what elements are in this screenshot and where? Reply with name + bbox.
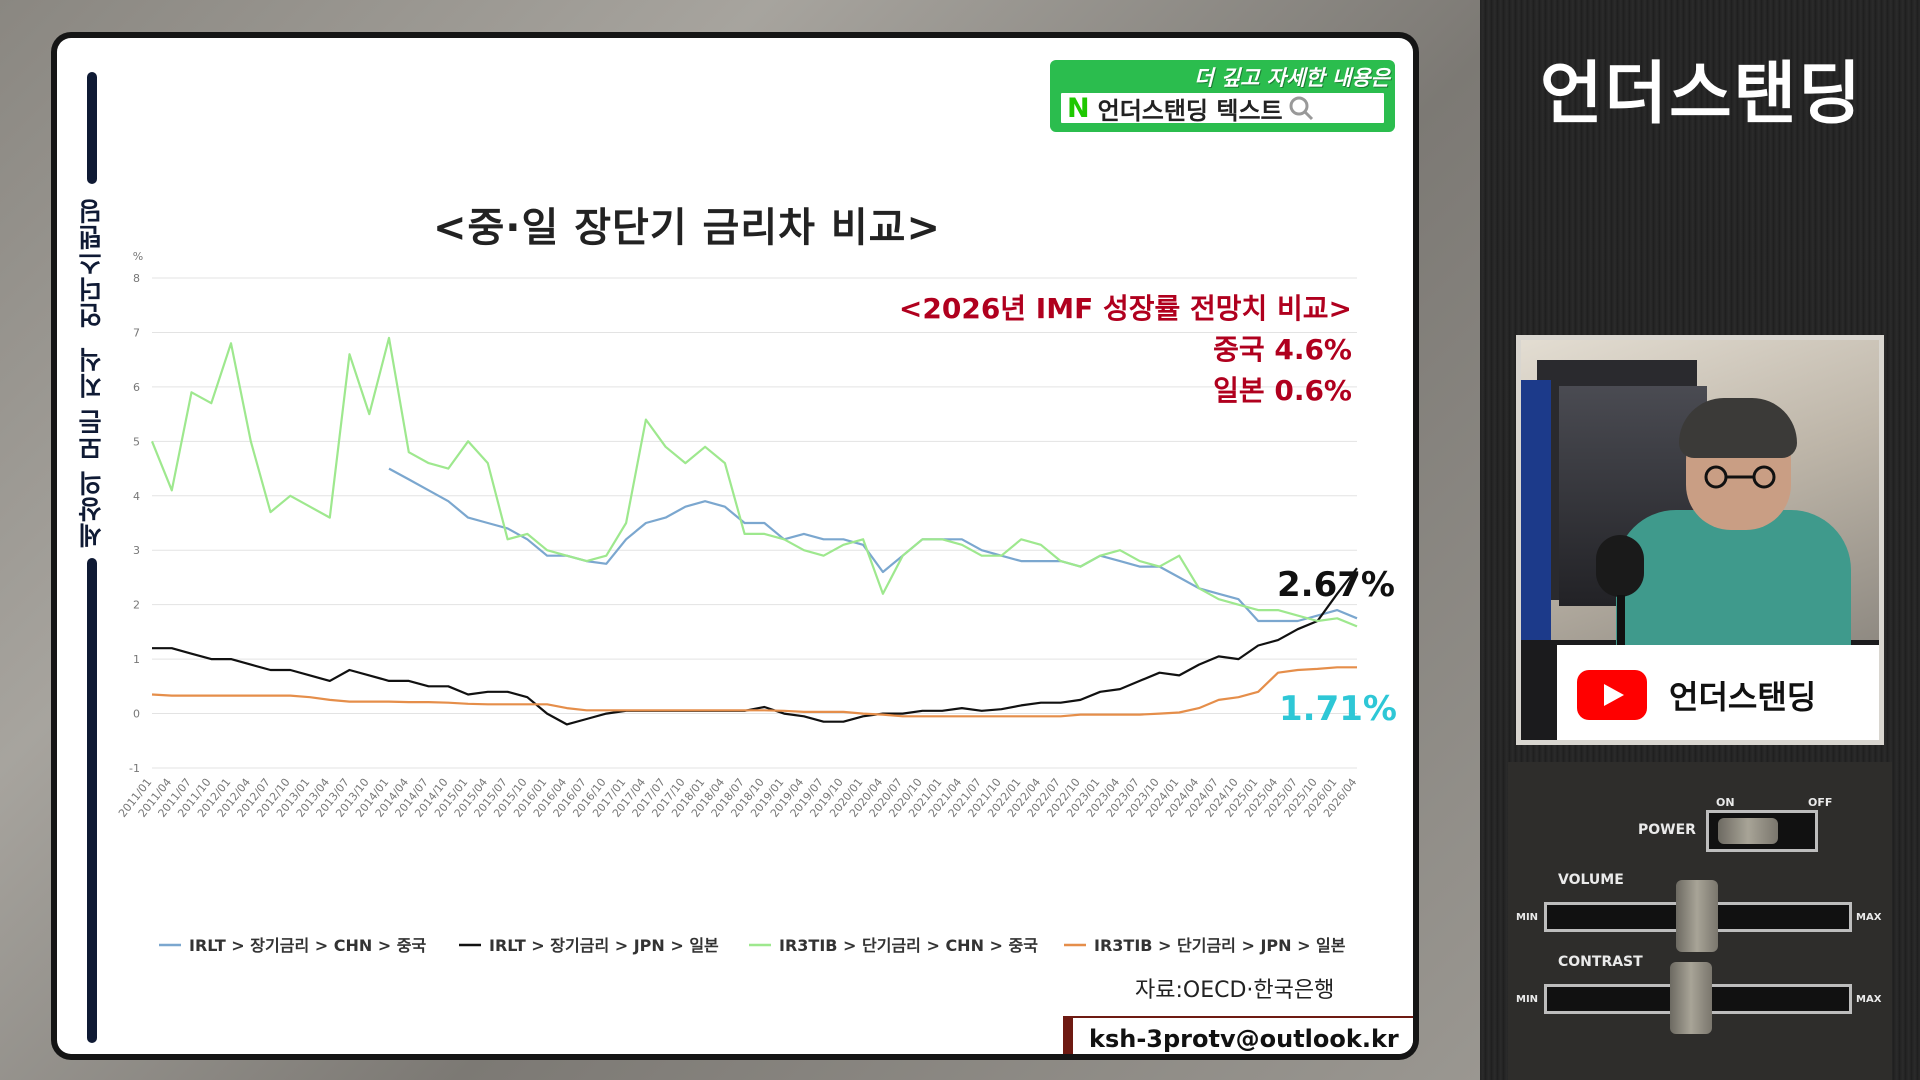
presenter-hair xyxy=(1679,398,1797,458)
source-note: 자료:OECD·한국은행 xyxy=(1135,978,1335,1003)
line-chart: -1012345678%2011/012011/042011/072011/10… xyxy=(116,250,1359,955)
y-tick-label: 4 xyxy=(133,490,140,503)
series-line-3 xyxy=(151,666,1357,718)
right-panel: 언더스탠딩 언더스탠딩 ON OFF POWER VOLUME MIN xyxy=(1480,0,1920,1080)
youtube-logo-icon xyxy=(1577,670,1647,720)
contrast-max-label: MAX xyxy=(1856,994,1882,1005)
annotation-line-2: 중국 4.6% xyxy=(1213,333,1352,366)
badge-search-box: N 언더스탠딩 텍스트 xyxy=(1058,90,1387,126)
y-tick-label: 2 xyxy=(133,599,140,612)
y-tick-label: 6 xyxy=(133,381,140,394)
volume-min-label: MIN xyxy=(1516,912,1539,923)
brand-title: 언더스탠딩 xyxy=(1540,55,1863,134)
y-tick-label: -1 xyxy=(129,762,140,775)
webcam-view: 언더스탠딩 xyxy=(1516,335,1884,745)
y-tick-label: 5 xyxy=(133,435,140,448)
power-switch[interactable] xyxy=(1718,818,1778,844)
series-line-2 xyxy=(150,336,1358,628)
annotation-line-1: <2026년 IMF 성장률 전망치 비교> xyxy=(898,292,1352,325)
microphone-icon xyxy=(1596,535,1644,597)
series-line-0 xyxy=(388,467,1358,623)
channel-card: 언더스탠딩 xyxy=(1557,645,1879,740)
badge-search-text: 언더스탠딩 텍스트 xyxy=(1097,96,1283,125)
contrast-slider-knob[interactable] xyxy=(1670,962,1712,1034)
imf-annotation: <2026년 IMF 성장률 전망치 비교> 중국 4.6% 일본 0.6% xyxy=(757,288,1352,411)
contrast-label: CONTRAST xyxy=(1558,954,1643,970)
naver-search-badge: 더 깊고 자세한 내용은 N 언더스탠딩 텍스트 xyxy=(1050,60,1395,132)
legend-entry: IRLT > 장기금리 > JPN > 일본 xyxy=(489,936,719,955)
legend-entry: IR3TIB > 단기금리 > CHN > 중국 xyxy=(779,936,1038,955)
retro-control-plate: ON OFF POWER VOLUME MIN MAX CONTRAST MIN… xyxy=(1508,762,1892,1080)
contrast-min-label: MIN xyxy=(1516,994,1539,1005)
y-tick-label: 3 xyxy=(133,544,140,557)
legend-entry: IR3TIB > 단기금리 > JPN > 일본 xyxy=(1094,936,1346,955)
value-label-china-short: 1.71% xyxy=(1279,689,1397,729)
value-label-japan-long: 2.67% xyxy=(1277,565,1395,605)
microphone-arm xyxy=(1617,595,1625,655)
channel-card-text: 언더스탠딩 xyxy=(1669,678,1817,716)
naver-logo: N xyxy=(1067,92,1090,124)
y-tick-label: 8 xyxy=(133,272,140,285)
presenter-body xyxy=(1616,510,1851,660)
email-label: ksh-3protv@outlook.kr xyxy=(1063,1016,1413,1054)
volume-slider-knob[interactable] xyxy=(1676,880,1718,952)
y-tick-label: 7 xyxy=(133,326,140,339)
on-label: ON xyxy=(1716,796,1735,809)
y-axis-label: % xyxy=(133,250,143,263)
badge-top-text: 더 깊고 자세한 내용은 xyxy=(1194,66,1390,90)
magnifier-icon xyxy=(1289,96,1313,121)
glasses-icon xyxy=(1704,465,1776,489)
slide-panel: 세상의 모든 지식 언더스탠딩 더 깊고 자세한 내용은 N 언더스탠딩 텍스트… xyxy=(57,38,1413,1054)
annotation-line-3: 일본 0.6% xyxy=(1213,374,1352,407)
side-bar-bottom xyxy=(87,558,97,1043)
off-label: OFF xyxy=(1808,796,1833,809)
power-label: POWER xyxy=(1638,822,1696,838)
volume-max-label: MAX xyxy=(1856,912,1882,923)
series-line-1 xyxy=(152,567,1358,726)
side-bar-top xyxy=(87,72,97,184)
chart-title: <중·일 장단기 금리차 비교> xyxy=(432,205,941,251)
y-tick-label: 0 xyxy=(133,708,140,721)
volume-label: VOLUME xyxy=(1558,872,1624,888)
y-tick-label: 1 xyxy=(133,653,140,666)
legend-entry: IRLT > 장기금리 > CHN > 중국 xyxy=(189,936,426,955)
